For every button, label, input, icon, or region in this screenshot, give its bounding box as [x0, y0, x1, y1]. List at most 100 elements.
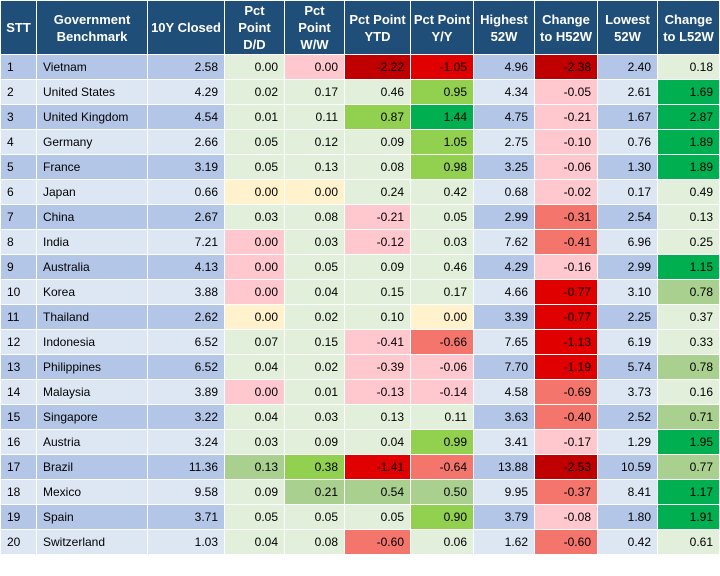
cell-stt: 20 [0, 529, 37, 555]
header-pct-dd: Pct Point D/D [224, 0, 285, 55]
cell-pct-dd: 0.00 [224, 304, 285, 330]
cell-10y-closed: 1.03 [147, 529, 225, 555]
cell-change-l52w: 0.49 [657, 179, 720, 205]
table-row: 19 Spain 3.71 0.05 0.05 0.05 0.90 3.79 -0.08 1.80… [0, 504, 720, 530]
cell-pct-ww: 0.04 [284, 279, 345, 305]
cell-pct-dd: 0.05 [224, 504, 285, 530]
cell-10y-closed: 3.24 [147, 429, 225, 455]
table-row: 16 Austria 3.24 0.03 0.09 0.04 0.99 3.41 -0.17 1.… [0, 429, 720, 455]
cell-10y-closed: 6.52 [147, 354, 225, 380]
cell-highest-52w: 7.65 [473, 329, 535, 355]
cell-benchmark: Malaysia [36, 379, 148, 405]
header-highest-52w: Highest 52W [473, 0, 535, 55]
cell-pct-ytd: 0.09 [344, 129, 411, 155]
cell-benchmark: Vietnam [36, 54, 148, 80]
cell-pct-ww: 0.08 [284, 529, 345, 555]
cell-benchmark: Spain [36, 504, 148, 530]
cell-lowest-52w: 2.40 [597, 54, 658, 80]
cell-change-h52w: -2.38 [534, 54, 598, 80]
cell-lowest-52w: 6.19 [597, 329, 658, 355]
cell-change-l52w: 1.95 [657, 429, 720, 455]
cell-change-l52w: 0.71 [657, 404, 720, 430]
cell-change-l52w: 0.61 [657, 529, 720, 555]
cell-change-l52w: 2.87 [657, 104, 720, 130]
cell-stt: 11 [0, 304, 37, 330]
cell-pct-yy: 0.42 [410, 179, 474, 205]
cell-change-h52w: -2.53 [534, 454, 598, 480]
cell-pct-dd: 0.04 [224, 354, 285, 380]
cell-benchmark: United States [36, 79, 148, 105]
table-row: 2 United States 4.29 0.02 0.17 0.46 0.95 4.34 -0… [0, 79, 720, 105]
cell-highest-52w: 2.99 [473, 204, 535, 230]
cell-pct-ww: 0.21 [284, 479, 345, 505]
cell-change-l52w: 1.89 [657, 129, 720, 155]
cell-benchmark: Austria [36, 429, 148, 455]
cell-highest-52w: 7.62 [473, 229, 535, 255]
cell-pct-ytd: -0.60 [344, 529, 411, 555]
cell-change-l52w: 0.13 [657, 204, 720, 230]
cell-pct-ww: 0.13 [284, 154, 345, 180]
table-row: 8 India 7.21 0.00 0.03 -0.12 0.03 7.62 -0.41 6.96… [0, 229, 720, 255]
cell-pct-dd: 0.13 [224, 454, 285, 480]
cell-stt: 4 [0, 129, 37, 155]
cell-pct-yy: -0.06 [410, 354, 474, 380]
bond-yield-table: STT Government Benchmark 10Y Closed Pct … [0, 0, 720, 555]
cell-10y-closed: 0.66 [147, 179, 225, 205]
cell-10y-closed: 3.71 [147, 504, 225, 530]
cell-pct-dd: 0.03 [224, 204, 285, 230]
table-row: 14 Malaysia 3.89 0.00 0.01 -0.13 -0.14 4.58 -0.6… [0, 379, 720, 405]
cell-pct-yy: 0.50 [410, 479, 474, 505]
cell-10y-closed: 2.62 [147, 304, 225, 330]
cell-change-h52w: -1.19 [534, 354, 598, 380]
cell-pct-ww: 0.00 [284, 54, 345, 80]
cell-stt: 5 [0, 154, 37, 180]
cell-highest-52w: 13.88 [473, 454, 535, 480]
cell-change-h52w: -0.16 [534, 254, 598, 280]
cell-change-l52w: 0.77 [657, 454, 720, 480]
cell-change-l52w: 1.15 [657, 254, 720, 280]
cell-change-h52w: -0.02 [534, 179, 598, 205]
cell-pct-dd: 0.00 [224, 54, 285, 80]
table-row: 9 Australia 4.13 0.00 0.05 0.09 0.46 4.29 -0.16 2… [0, 254, 720, 280]
cell-pct-dd: 0.04 [224, 404, 285, 430]
cell-pct-yy: 1.44 [410, 104, 474, 130]
table-row: 12 Indonesia 6.52 0.07 0.15 -0.41 -0.66 7.65 -1.… [0, 329, 720, 355]
cell-pct-ww: 0.03 [284, 404, 345, 430]
table-row: 20 Switzerland 1.03 0.04 0.08 -0.60 0.06 1.62 -0… [0, 529, 720, 555]
cell-stt: 16 [0, 429, 37, 455]
cell-stt: 17 [0, 454, 37, 480]
cell-10y-closed: 4.13 [147, 254, 225, 280]
cell-stt: 13 [0, 354, 37, 380]
cell-change-h52w: -1.13 [534, 329, 598, 355]
cell-pct-yy: -0.64 [410, 454, 474, 480]
cell-pct-yy: 0.46 [410, 254, 474, 280]
cell-pct-ytd: 0.24 [344, 179, 411, 205]
header-10y-closed: 10Y Closed [147, 0, 225, 55]
cell-pct-yy: -0.14 [410, 379, 474, 405]
cell-pct-ww: 0.09 [284, 429, 345, 455]
cell-pct-ytd: 0.46 [344, 79, 411, 105]
cell-10y-closed: 11.36 [147, 454, 225, 480]
cell-10y-closed: 3.88 [147, 279, 225, 305]
cell-pct-ww: 0.11 [284, 104, 345, 130]
cell-pct-ww: 0.12 [284, 129, 345, 155]
cell-stt: 14 [0, 379, 37, 405]
cell-stt: 15 [0, 404, 37, 430]
cell-change-h52w: -0.60 [534, 529, 598, 555]
cell-lowest-52w: 2.61 [597, 79, 658, 105]
cell-highest-52w: 4.58 [473, 379, 535, 405]
cell-pct-ytd: 0.10 [344, 304, 411, 330]
cell-highest-52w: 9.95 [473, 479, 535, 505]
cell-lowest-52w: 0.76 [597, 129, 658, 155]
cell-pct-ytd: 0.54 [344, 479, 411, 505]
header-pct-ww: Pct Point W/W [284, 0, 345, 55]
table-body: 1 Vietnam 2.58 0.00 0.00 -2.22 -1.05 4.96 -2.38 2… [0, 54, 720, 555]
cell-10y-closed: 2.58 [147, 54, 225, 80]
cell-benchmark: Indonesia [36, 329, 148, 355]
cell-10y-closed: 6.52 [147, 329, 225, 355]
cell-lowest-52w: 1.80 [597, 504, 658, 530]
cell-pct-dd: 0.03 [224, 429, 285, 455]
cell-pct-dd: 0.00 [224, 379, 285, 405]
cell-change-l52w: 0.25 [657, 229, 720, 255]
header-change-l52w: Change to L52W [657, 0, 720, 55]
